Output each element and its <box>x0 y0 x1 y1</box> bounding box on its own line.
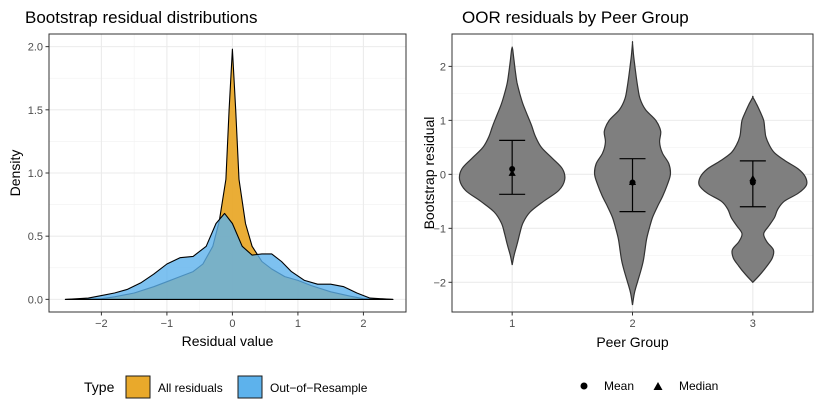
density-chart-title: Bootstrap residual distributions <box>25 8 257 27</box>
legend-label-out-of-resample: Out−of−Resample <box>270 381 368 395</box>
density-x-tick-label: −2 <box>95 318 108 330</box>
density-areas <box>64 48 394 300</box>
violin-ticks: 1 2 3 −2 −1 0 1 2 <box>433 61 755 330</box>
violin-chart: OOR residuals by Peer Group 1 2 3 −2 −1 0 1 2 P… <box>421 8 814 350</box>
violin-y-tick-label: 2 <box>440 61 446 73</box>
median-point-group-2 <box>628 178 637 186</box>
violins <box>458 41 808 306</box>
violin-chart-title: OOR residuals by Peer Group <box>462 8 689 27</box>
density-y-tick-label: 1.5 <box>28 105 43 117</box>
violin-y-tick-label: 1 <box>440 115 446 127</box>
violin-legend: Mean Median <box>580 379 718 393</box>
density-y-tick-label: 1.0 <box>28 168 43 180</box>
violin-x-tick-label: 1 <box>509 318 515 330</box>
density-x-tick-label: 1 <box>295 318 301 330</box>
violin-x-tick-label: 2 <box>629 318 635 330</box>
density-y-tick-label: 0.5 <box>28 231 43 243</box>
legend-label-all-residuals: All residuals <box>158 381 223 395</box>
legend-mean-icon <box>580 382 588 390</box>
density-x-tick-label: 2 <box>360 318 366 330</box>
violin-x-axis-label: Peer Group <box>596 334 669 350</box>
legend-label-mean: Mean <box>604 379 634 393</box>
density-x-axis-label: Residual value <box>182 333 274 349</box>
legend-median-icon <box>653 382 663 390</box>
median-point-group-1 <box>508 169 516 176</box>
violin-y-tick-label: −2 <box>433 277 446 289</box>
density-x-tick-label: 0 <box>229 318 235 330</box>
legend-key-out-of-resample <box>237 375 263 399</box>
density-y-axis-label: Density <box>7 150 23 197</box>
legend-label-median: Median <box>679 379 718 393</box>
median-point-group-3 <box>749 174 757 182</box>
violin-y-tick-label: 0 <box>440 169 446 181</box>
density-legend-title: Type <box>84 379 115 395</box>
density-y-tick-label: 0.0 <box>28 294 43 306</box>
violin-y-axis-label: Bootstrap residual <box>421 117 437 230</box>
mean-point-group-1 <box>509 165 516 172</box>
density-x-tick-label: −1 <box>161 318 174 330</box>
violin-x-tick-label: 3 <box>750 318 756 330</box>
density-ticks: −2 −1 0 1 2 0.0 0.5 1.0 1.5 2.0 <box>28 42 367 330</box>
density-legend: Type All residuals Out−of−Resample <box>84 375 368 399</box>
density-chart: Bootstrap residual distributions −2 −1 0 1 2… <box>7 8 407 349</box>
density-y-tick-label: 2.0 <box>28 42 43 54</box>
density-area-out-of-resample <box>64 212 394 300</box>
violin-y-tick-label: −1 <box>433 223 446 235</box>
legend-key-all-residuals <box>125 375 151 399</box>
